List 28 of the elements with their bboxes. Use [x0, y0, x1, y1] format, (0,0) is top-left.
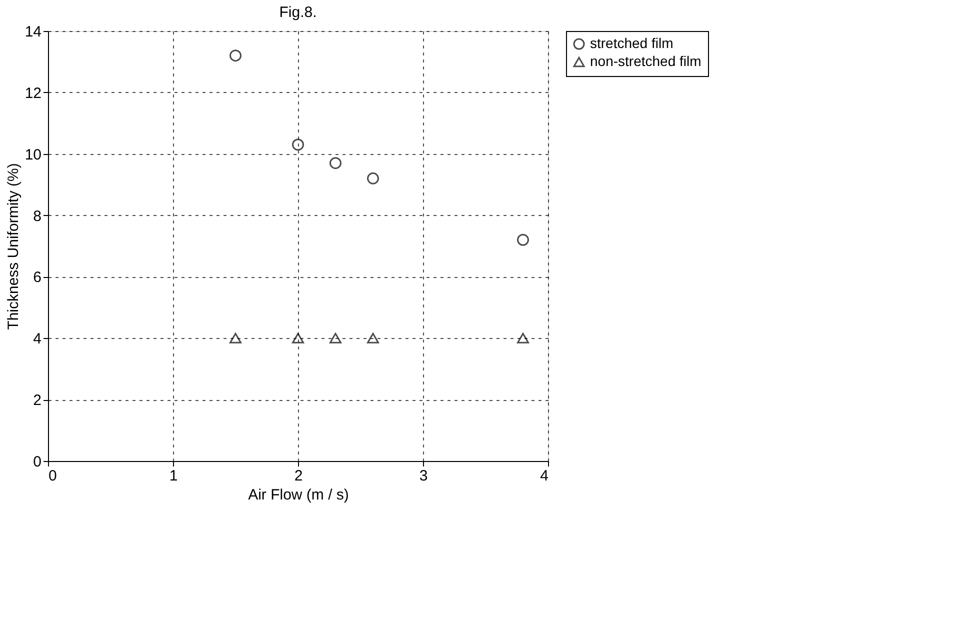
y-tick-label: 2	[33, 392, 42, 410]
point	[517, 332, 529, 344]
y-tick-label: 12	[24, 84, 42, 102]
y-tick-label: 10	[24, 146, 42, 164]
x-tick-label: 1	[169, 468, 178, 484]
legend-label: stretched film	[590, 35, 674, 51]
point	[230, 50, 242, 62]
point	[292, 332, 304, 344]
point	[367, 172, 379, 184]
x-tick-label: 3	[419, 468, 428, 484]
y-tick-label: 8	[33, 208, 42, 225]
x-axis-title: Air Flow (m / s)	[248, 486, 349, 504]
y-axis-title: Thickness Uniformity (%)	[4, 163, 22, 330]
x-tick-label: 4	[540, 468, 548, 484]
y-tick-label: 4	[33, 330, 42, 348]
y-tick-label: 6	[33, 269, 42, 286]
point	[292, 138, 304, 151]
point	[517, 234, 529, 246]
point	[330, 157, 342, 170]
point	[367, 332, 379, 344]
x-tick-label: 0	[48, 468, 57, 484]
y-tick-label: 14	[24, 24, 42, 40]
point	[230, 332, 242, 344]
chart-title: Fig.8.	[279, 4, 317, 21]
x-tick-label: 2	[294, 468, 303, 484]
legend-label: non-stretched film	[590, 53, 702, 69]
y-tick-label: 0	[33, 454, 42, 470]
point	[330, 332, 342, 344]
